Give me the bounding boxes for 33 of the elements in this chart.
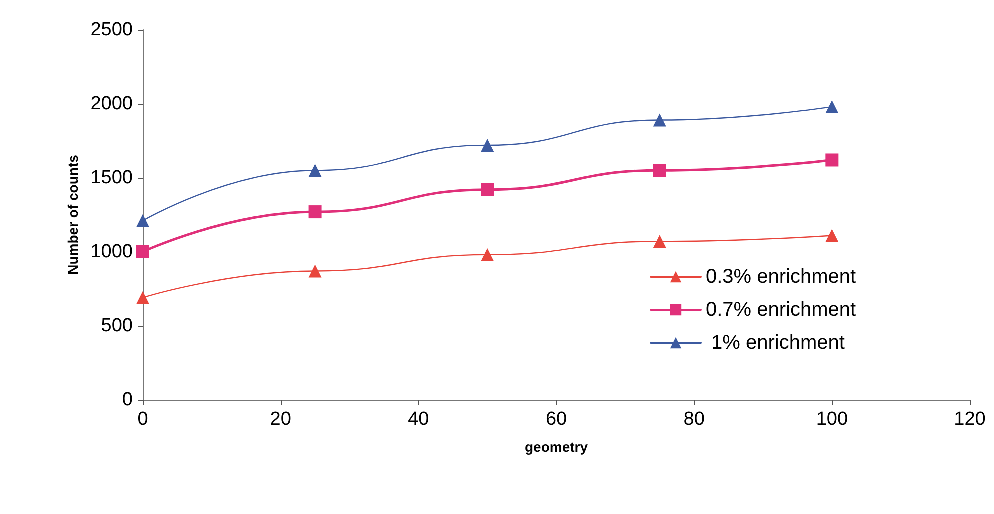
x-tick-label: 20 (270, 409, 292, 430)
y-tick-label: 1000 (90, 242, 133, 262)
x-tick-label: 60 (546, 409, 568, 430)
point (481, 248, 494, 262)
legend-label: 0.7% enrichment (706, 299, 857, 321)
point (826, 229, 839, 242)
point (136, 214, 150, 228)
point (308, 264, 322, 278)
y-tick-label: 0 (122, 390, 133, 410)
point (481, 138, 494, 152)
point (481, 183, 494, 196)
point (308, 206, 322, 219)
point (826, 100, 839, 114)
point (653, 114, 666, 127)
legend-label: 0.3% enrichment (706, 266, 857, 288)
point (308, 164, 322, 178)
legend-label: 1% enrichment (706, 332, 846, 354)
x-tick-label: 80 (684, 409, 705, 430)
x-axis-title: geometry (524, 439, 588, 455)
point (136, 291, 150, 304)
x-tick-label: 40 (408, 409, 430, 430)
y-tick-label: 500 (101, 316, 133, 336)
y-tick-label: 2500 (90, 20, 133, 40)
point (653, 235, 666, 248)
y-axis-title: Number of counts (64, 154, 81, 275)
x-tick-label: 100 (816, 409, 848, 430)
x-tick-label: 120 (954, 409, 986, 430)
point (653, 164, 666, 178)
point (136, 246, 150, 258)
x-tick-label: 0 (138, 409, 148, 430)
y-tick-label: 2000 (90, 94, 133, 114)
point (826, 154, 839, 167)
y-tick-label: 1500 (90, 168, 133, 188)
